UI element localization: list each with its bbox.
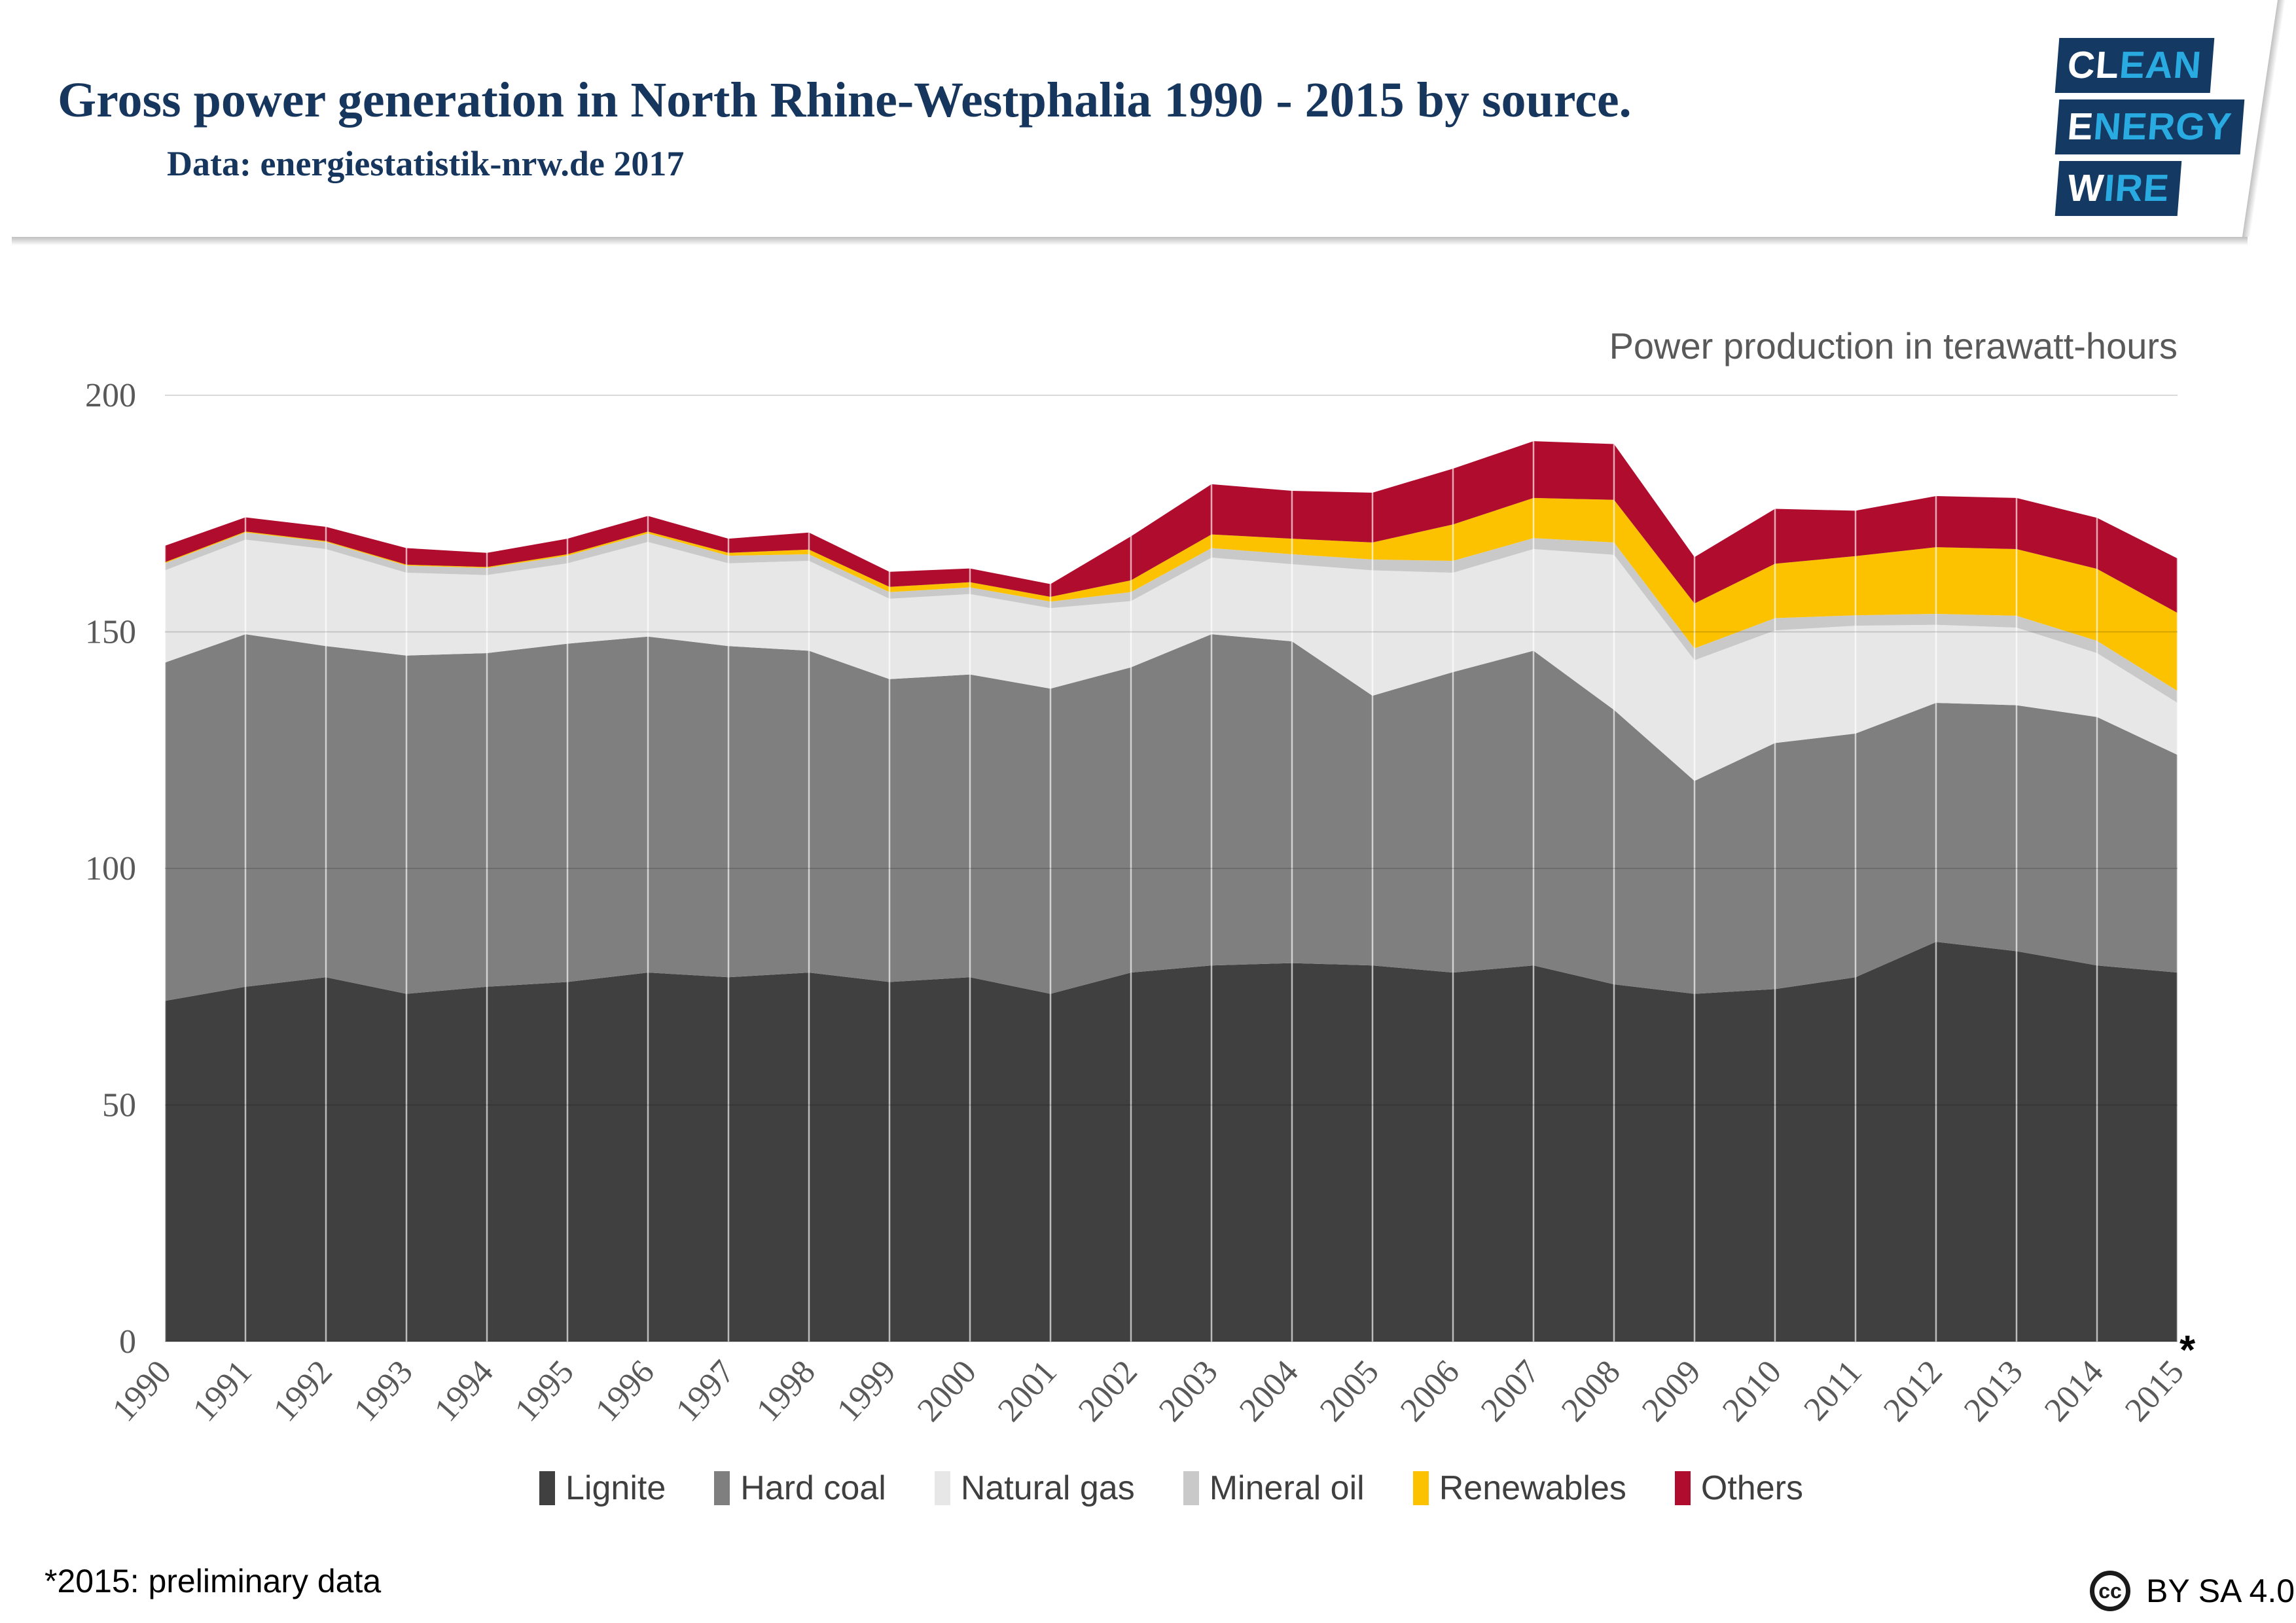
x-tick-label: 1996 [588,1353,662,1429]
legend-item-mineral-oil: Mineral oil [1183,1469,1365,1508]
preliminary-data-asterisk: * [2179,1328,2196,1373]
legend-swatch-others [1674,1471,1691,1505]
x-tick-label: 2009 [1635,1353,1708,1429]
x-tick-label: 2002 [1071,1353,1145,1429]
x-tick-label: 2013 [1957,1353,2030,1429]
legend-swatch-lignite [539,1471,556,1505]
x-tick-label: 2003 [1152,1353,1225,1429]
legend-item-lignite: Lignite [539,1469,666,1508]
x-tick-label: 1995 [508,1353,581,1429]
legend-item-renewables: Renewables [1412,1469,1626,1508]
legend-label: Others [1700,1469,1803,1507]
x-tick-label: 1998 [749,1353,823,1429]
y-tick-label: 200 [85,377,136,414]
area-hard-coal [165,634,2178,1001]
x-tick-label: 2012 [1876,1353,1950,1429]
y-tick-label: 150 [85,614,136,651]
x-tick-label: 2000 [910,1353,984,1429]
x-tick-label: 2014 [2037,1353,2111,1429]
x-tick-label: 2006 [1393,1353,1467,1429]
legend-swatch-hard-coal [714,1471,730,1505]
license-text: BY SA 4.0 [2146,1573,2295,1609]
page-subtitle: Data: energiestatistik-nrw.de 2017 [167,144,685,183]
legend-swatch-renewables [1412,1471,1429,1505]
legend-swatch-mineral-oil [1183,1471,1199,1505]
legend-label: Mineral oil [1209,1469,1365,1507]
x-tick-label: 2007 [1474,1353,1547,1429]
area-others [165,441,2178,613]
y-tick-label: 50 [102,1087,136,1124]
legend-item-others: Others [1674,1469,1803,1508]
x-tick-label: 1999 [830,1353,903,1429]
creative-commons-icon: cc [2090,1571,2130,1611]
x-tick-label: 2011 [1797,1353,1869,1428]
x-tick-label: 2001 [991,1353,1064,1429]
x-tick-label: 1997 [669,1353,742,1429]
x-tick-label: 1993 [347,1353,420,1429]
area-natural-gas [165,539,2178,781]
x-tick-label: 2004 [1232,1353,1306,1429]
y-tick-label: 100 [85,850,136,887]
legend-item-hard-coal: Hard coal [714,1469,886,1508]
x-tick-label: 1992 [266,1353,340,1429]
legend-label: Hard coal [740,1469,886,1507]
x-tick-label: 1994 [427,1353,501,1429]
legend-label: Natural gas [960,1469,1135,1507]
chart-axis-title: Power production in terawatt-hours [1609,325,2178,366]
x-tick-label: 1991 [186,1353,259,1429]
footnote: *2015: preliminary data [45,1563,382,1599]
x-tick-label: 1990 [105,1353,179,1429]
legend-label: Lignite [565,1469,666,1507]
license-badge: cc BY SA 4.0 [2090,1571,2295,1611]
legend-item-natural-gas: Natural gas [934,1469,1135,1508]
page-title: Gross power generation in North Rhine-We… [58,73,1632,128]
x-tick-label: 2005 [1313,1353,1386,1429]
y-tick-label: 0 [119,1323,136,1361]
header-shadow-bottom [12,237,2248,245]
x-tick-label: 2008 [1554,1353,1628,1429]
legend-label: Renewables [1439,1469,1626,1507]
legend-swatch-natural-gas [934,1471,950,1505]
header-band [0,0,2296,237]
x-tick-label: 2010 [1715,1353,1789,1429]
area-lignite [165,942,2178,1342]
chart-legend: Lignite Hard coal Natural gas Mineral oil Re… [165,1465,2178,1512]
